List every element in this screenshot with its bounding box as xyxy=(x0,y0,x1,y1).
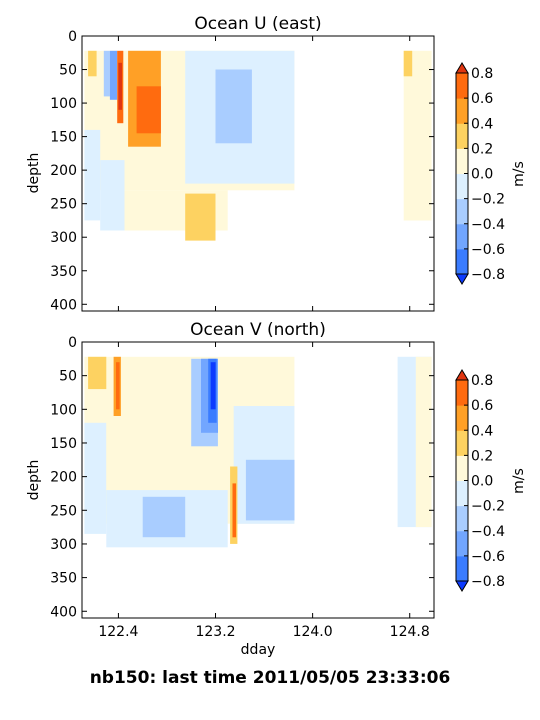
colorbar-segment xyxy=(456,148,468,174)
contour-region xyxy=(88,356,107,390)
colorbar-tick-label: 0.2 xyxy=(471,448,493,464)
colorbar-segment xyxy=(456,405,468,431)
x-tick-label: 124.8 xyxy=(390,624,430,640)
colorbar-tick-label: −0.6 xyxy=(471,549,505,565)
colorbar-tick-label: −0.8 xyxy=(471,574,505,590)
y-tick-label: 0 xyxy=(68,29,77,45)
y-tick-label: 350 xyxy=(50,264,77,280)
colorbar-tick-label: 0.0 xyxy=(471,167,493,183)
y-tick-label: 250 xyxy=(50,503,77,519)
colorbar-tick-label: 0.0 xyxy=(471,474,493,490)
colorbar-extension-min xyxy=(455,273,469,285)
colorbar-label-v: m/s xyxy=(511,468,527,494)
contour-region xyxy=(403,50,413,77)
colorbar-tick-label: 0.2 xyxy=(471,141,493,157)
x-tick-label: 122.4 xyxy=(98,624,138,640)
y-tick-label: 200 xyxy=(50,470,77,486)
ocean-u-panel: Ocean U (east) 050100150200250300350400 … xyxy=(26,14,435,313)
contour-region xyxy=(100,160,125,231)
colorbar-segment xyxy=(456,455,468,481)
contour-region xyxy=(232,483,237,538)
y-tick-label: 50 xyxy=(59,63,77,79)
plot-frame-u xyxy=(81,35,435,312)
contour-region xyxy=(136,86,161,134)
colorbar-tick-label: −0.2 xyxy=(471,499,505,515)
colorbar-extension-min xyxy=(455,580,469,592)
contour-region xyxy=(84,129,101,221)
y-tick-label: 250 xyxy=(50,197,77,213)
colorbar-tick-label: −0.4 xyxy=(471,217,505,233)
y-tick-label: 150 xyxy=(50,436,77,452)
colorbar-tick-label: −0.6 xyxy=(471,242,505,258)
y-tick-label: 150 xyxy=(50,130,77,146)
colorbar-tick-label: −0.8 xyxy=(471,267,505,283)
contour-region xyxy=(116,362,120,410)
contour-region xyxy=(415,356,432,528)
colorbar-tick-label: 0.4 xyxy=(471,116,493,132)
x-tick-label: 124.0 xyxy=(293,624,333,640)
colorbar-segment xyxy=(456,430,468,456)
contour-region xyxy=(185,193,216,241)
plot-frame-v xyxy=(81,341,435,619)
y-tick-label: 400 xyxy=(50,297,77,313)
y-tick-label: 100 xyxy=(50,96,77,112)
colorbar-tick-label: 0.8 xyxy=(471,66,493,82)
contour-region xyxy=(245,459,295,521)
x-axis-label: dday xyxy=(241,642,276,658)
x-tick-label: 123.2 xyxy=(195,624,235,640)
contour-region xyxy=(88,50,97,77)
colorbar-segment xyxy=(456,73,468,99)
panel-title-u: Ocean U (east) xyxy=(194,14,321,34)
colorbar-label-u: m/s xyxy=(511,161,527,187)
colorbar-extension-max xyxy=(455,369,469,381)
contour-region xyxy=(118,62,122,110)
colorbar-segment xyxy=(456,223,468,250)
colorbar-tick-label: 0.8 xyxy=(471,373,493,389)
contour-region xyxy=(210,362,216,410)
y-axis-label-u: depth xyxy=(26,153,42,194)
colorbar-tick-label: 0.4 xyxy=(471,423,493,439)
panel-title-v: Ocean V (north) xyxy=(190,320,326,340)
y-tick-label: 350 xyxy=(50,571,77,587)
y-tick-label: 400 xyxy=(50,604,77,620)
colorbar-tick-label: 0.6 xyxy=(471,398,493,414)
colorbar-segment xyxy=(456,123,468,149)
footer-timestamp: nb150: last time 2011/05/05 23:33:06 xyxy=(90,668,451,688)
contour-region xyxy=(142,496,186,538)
colorbar-segment xyxy=(456,248,468,275)
colorbar-segment xyxy=(456,198,468,225)
colorbar-segment xyxy=(456,173,468,200)
colorbar-segment xyxy=(456,380,468,406)
y-tick-label: 300 xyxy=(50,537,77,553)
colorbar-segment xyxy=(456,480,468,507)
contour-region xyxy=(109,50,118,100)
colorbar-v: −0.8 −0.6 −0.4 −0.2 0.0 0.2 0.4 0.6 0.8 xyxy=(455,369,505,592)
y-tick-label: 300 xyxy=(50,230,77,246)
contour-region xyxy=(215,69,252,144)
colorbar-segment xyxy=(456,530,468,557)
colorbar-segment xyxy=(456,98,468,124)
y-tick-label: 200 xyxy=(50,163,77,179)
contour-region xyxy=(84,422,107,534)
colorbar-segment xyxy=(456,555,468,582)
colorbar-u: −0.8 −0.6 −0.4 −0.2 0.0 0.2 0.4 0.6 0.8 xyxy=(455,62,505,285)
colorbar-tick-label: 0.6 xyxy=(471,91,493,107)
contour-region xyxy=(103,50,110,97)
colorbar-tick-label: −0.4 xyxy=(471,524,505,540)
y-tick-label: 100 xyxy=(50,402,77,418)
contour-region xyxy=(403,50,432,221)
colorbar-extension-max xyxy=(455,62,469,74)
y-tick-label: 50 xyxy=(59,369,77,385)
y-axis-label-v: depth xyxy=(26,460,42,501)
colorbar-tick-label: −0.2 xyxy=(471,192,505,208)
ocean-v-panel: Ocean V (north) 122.4 123.2 124.0 124.8 0 50… xyxy=(26,320,435,658)
y-tick-label: 0 xyxy=(68,335,77,351)
colorbar-segment xyxy=(456,505,468,532)
